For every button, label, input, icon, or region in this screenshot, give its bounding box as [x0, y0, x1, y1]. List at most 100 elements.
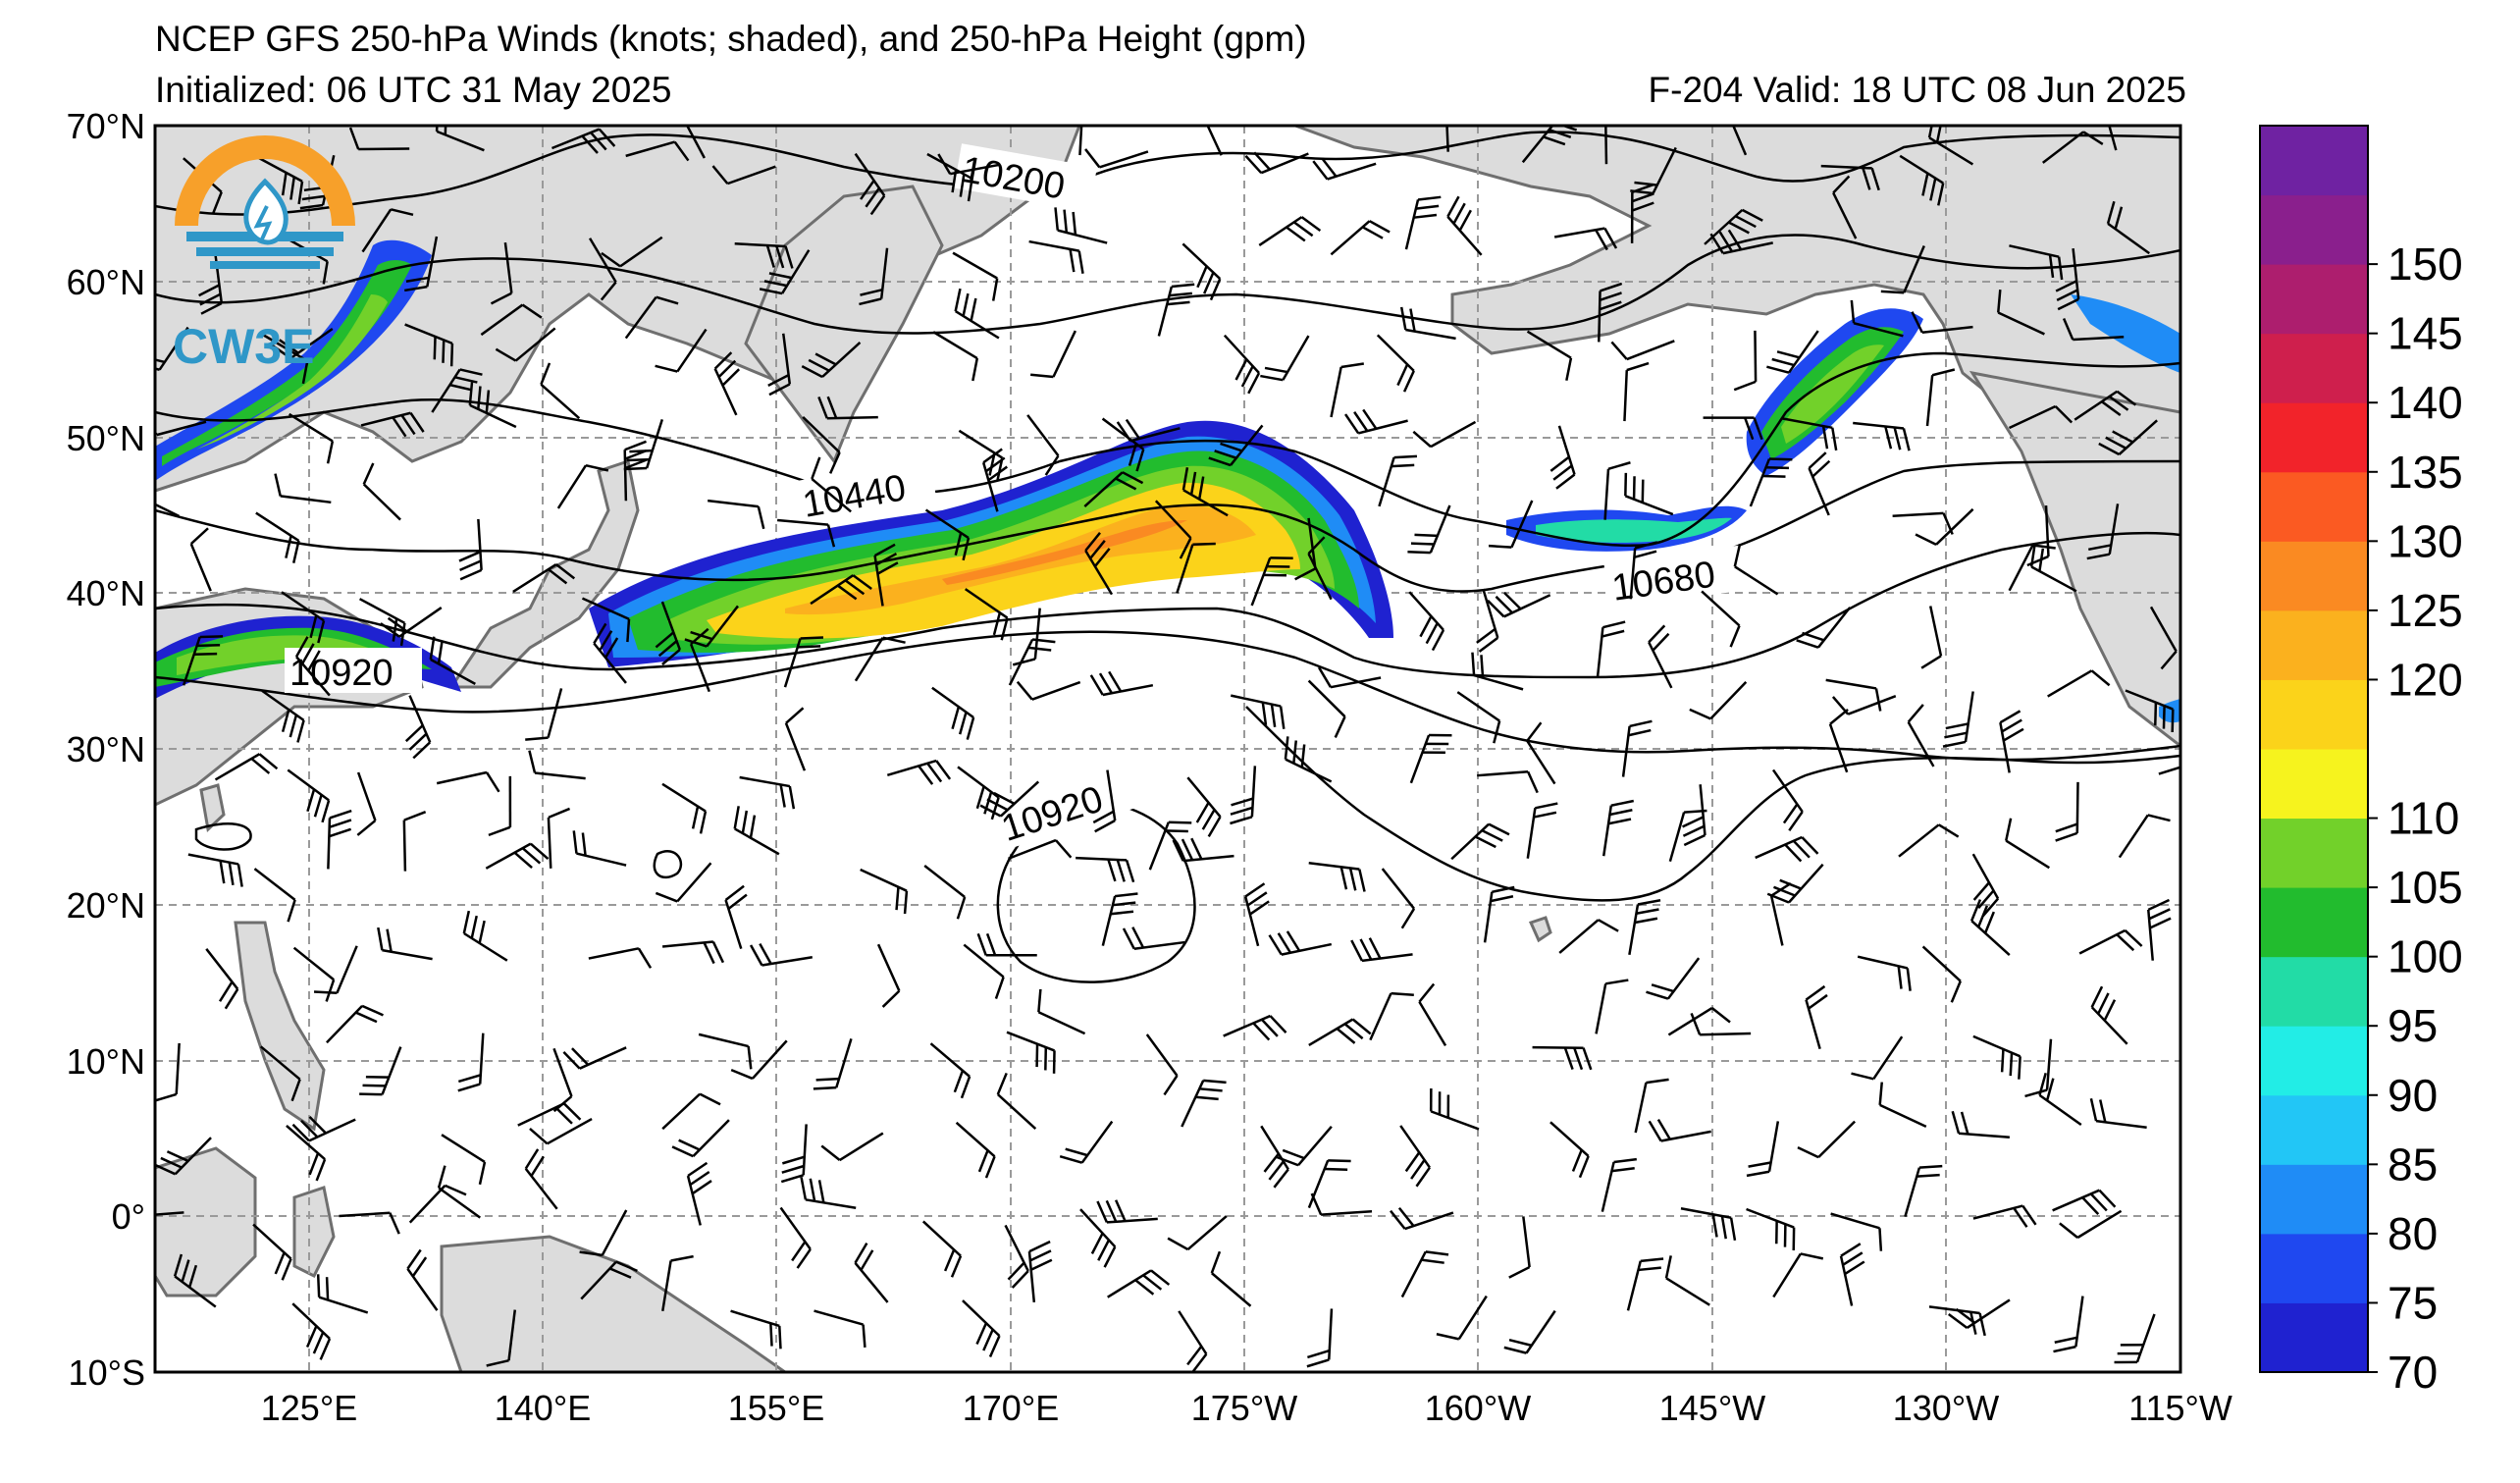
- wind-barb: [261, 689, 305, 743]
- wind-barb: [1312, 157, 1377, 181]
- colorbar-tick-label: 110: [2388, 793, 2459, 844]
- wind-barb: [1078, 126, 1083, 156]
- wind-barb: [1805, 984, 1828, 1050]
- wind-barb: [1006, 1031, 1056, 1074]
- wind-barb: [1231, 694, 1286, 729]
- wind-barb: [1850, 299, 1904, 338]
- wind-barb: [800, 1177, 857, 1209]
- wind-barb: [155, 1211, 184, 1216]
- wind-barb: [932, 331, 979, 382]
- wind-barb: [671, 1119, 730, 1158]
- wind-barb: [1921, 945, 1962, 1003]
- wind-barb: [685, 126, 706, 159]
- wind-barb: [623, 440, 648, 502]
- initialized-time: Initialized: 06 UTC 31 May 2025: [155, 70, 672, 110]
- wind-barb: [408, 1184, 467, 1224]
- colorbar-tick-label: 75: [2388, 1277, 2438, 1328]
- wind-barb: [661, 782, 708, 834]
- wind-barb: [1898, 823, 1960, 858]
- colorbar-tick-label: 145: [2388, 308, 2463, 359]
- wind-barb: [962, 1299, 1001, 1357]
- wind-barb: [655, 601, 681, 665]
- colorbar-tick-label: 140: [2388, 377, 2463, 428]
- wind-barb: [1603, 461, 1631, 520]
- valid-time: F-204 Valid: 18 UTC 08 Jun 2025: [1648, 70, 2186, 110]
- lat-tick-label: 30°N: [67, 729, 145, 769]
- wind-barb: [1621, 719, 1653, 777]
- wind-barb: [1503, 1309, 1556, 1354]
- wind-barb: [377, 927, 433, 961]
- wind-barb: [2008, 544, 2056, 592]
- wind-barb: [1731, 126, 1748, 156]
- wind-barb: [1176, 542, 1216, 594]
- wind-barb: [361, 208, 414, 253]
- wind-barb: [1610, 340, 1675, 361]
- wind-barb: [495, 327, 556, 362]
- wind-barb: [462, 910, 508, 962]
- wind-barb: [1648, 624, 1673, 689]
- lon-tick-label: 130°W: [1893, 1388, 1999, 1428]
- wind-barb: [1664, 1255, 1710, 1306]
- wind-barb: [281, 591, 326, 644]
- wind-barb: [588, 947, 653, 969]
- wind-barb: [1244, 151, 1309, 175]
- wind-barb: [1604, 126, 1608, 165]
- wind-barb: [1154, 500, 1192, 559]
- contour-labels: 10200 10440 10680 10920 10920: [285, 143, 1747, 851]
- wind-barb: [1399, 1125, 1431, 1188]
- lon-tick-label: 175°W: [1191, 1388, 1297, 1428]
- wind-barb: [1307, 536, 1333, 601]
- wind-barb: [1853, 421, 1911, 451]
- wind-barb: [1157, 283, 1195, 337]
- colorbar-swatch: [2260, 541, 2368, 611]
- colorbar-swatch: [2260, 1233, 2368, 1303]
- colorbar-swatch: [2260, 609, 2368, 680]
- colorbar-tick-label: 135: [2388, 447, 2463, 498]
- wind-barb: [1210, 1250, 1252, 1307]
- wind-barb: [429, 636, 476, 685]
- wind-barb: [404, 323, 454, 367]
- colorbar-swatch: [2260, 1026, 2368, 1096]
- wind-barb: [1456, 691, 1501, 744]
- wind-barb: [437, 1165, 482, 1219]
- wind-barb: [1054, 207, 1108, 244]
- wind-barb: [327, 809, 352, 870]
- wind-barb: [1172, 837, 1234, 863]
- wind-barb: [749, 942, 813, 967]
- wind-barb: [814, 1309, 866, 1348]
- wind-barb: [1390, 1206, 1454, 1231]
- wind-barb: [1012, 608, 1041, 666]
- wind-barb: [1680, 1207, 1737, 1242]
- wind-barb: [1558, 919, 1619, 954]
- wind-barb: [529, 1117, 593, 1145]
- wind-barb: [362, 462, 401, 521]
- wind-barb: [1704, 208, 1763, 245]
- wind-barb: [937, 153, 1001, 176]
- wind-barb: [291, 1302, 332, 1360]
- colorbar-tick-label: 120: [2388, 654, 2463, 705]
- wind-barb: [655, 862, 712, 903]
- wind-barb: [512, 562, 576, 593]
- wind-barb: [2008, 404, 2074, 430]
- wind-barb: [1942, 691, 1974, 748]
- wind-barb: [2009, 244, 2064, 281]
- wind-barb: [1689, 681, 1748, 720]
- wind-barb: [182, 635, 224, 686]
- wind-barb: [661, 940, 725, 965]
- lon-tick-label: 125°E: [261, 1388, 357, 1428]
- wind-barb: [1079, 1208, 1117, 1268]
- wind-barb: [359, 1046, 402, 1096]
- wind-barb: [2024, 1038, 2053, 1098]
- wind-barb: [1027, 1240, 1053, 1302]
- wind-barb: [556, 463, 609, 509]
- wind-barb: [480, 303, 543, 337]
- wind-barb: [1369, 991, 1414, 1041]
- wind-barb: [1749, 457, 1793, 507]
- wind-barb: [777, 518, 836, 548]
- wind-barb: [1488, 500, 1534, 549]
- wind-barb: [625, 140, 690, 162]
- wind-barb: [2098, 419, 2158, 456]
- wind-barb: [2029, 544, 2077, 593]
- wind-barb: [1450, 822, 1510, 861]
- wind-barb: [252, 1223, 292, 1281]
